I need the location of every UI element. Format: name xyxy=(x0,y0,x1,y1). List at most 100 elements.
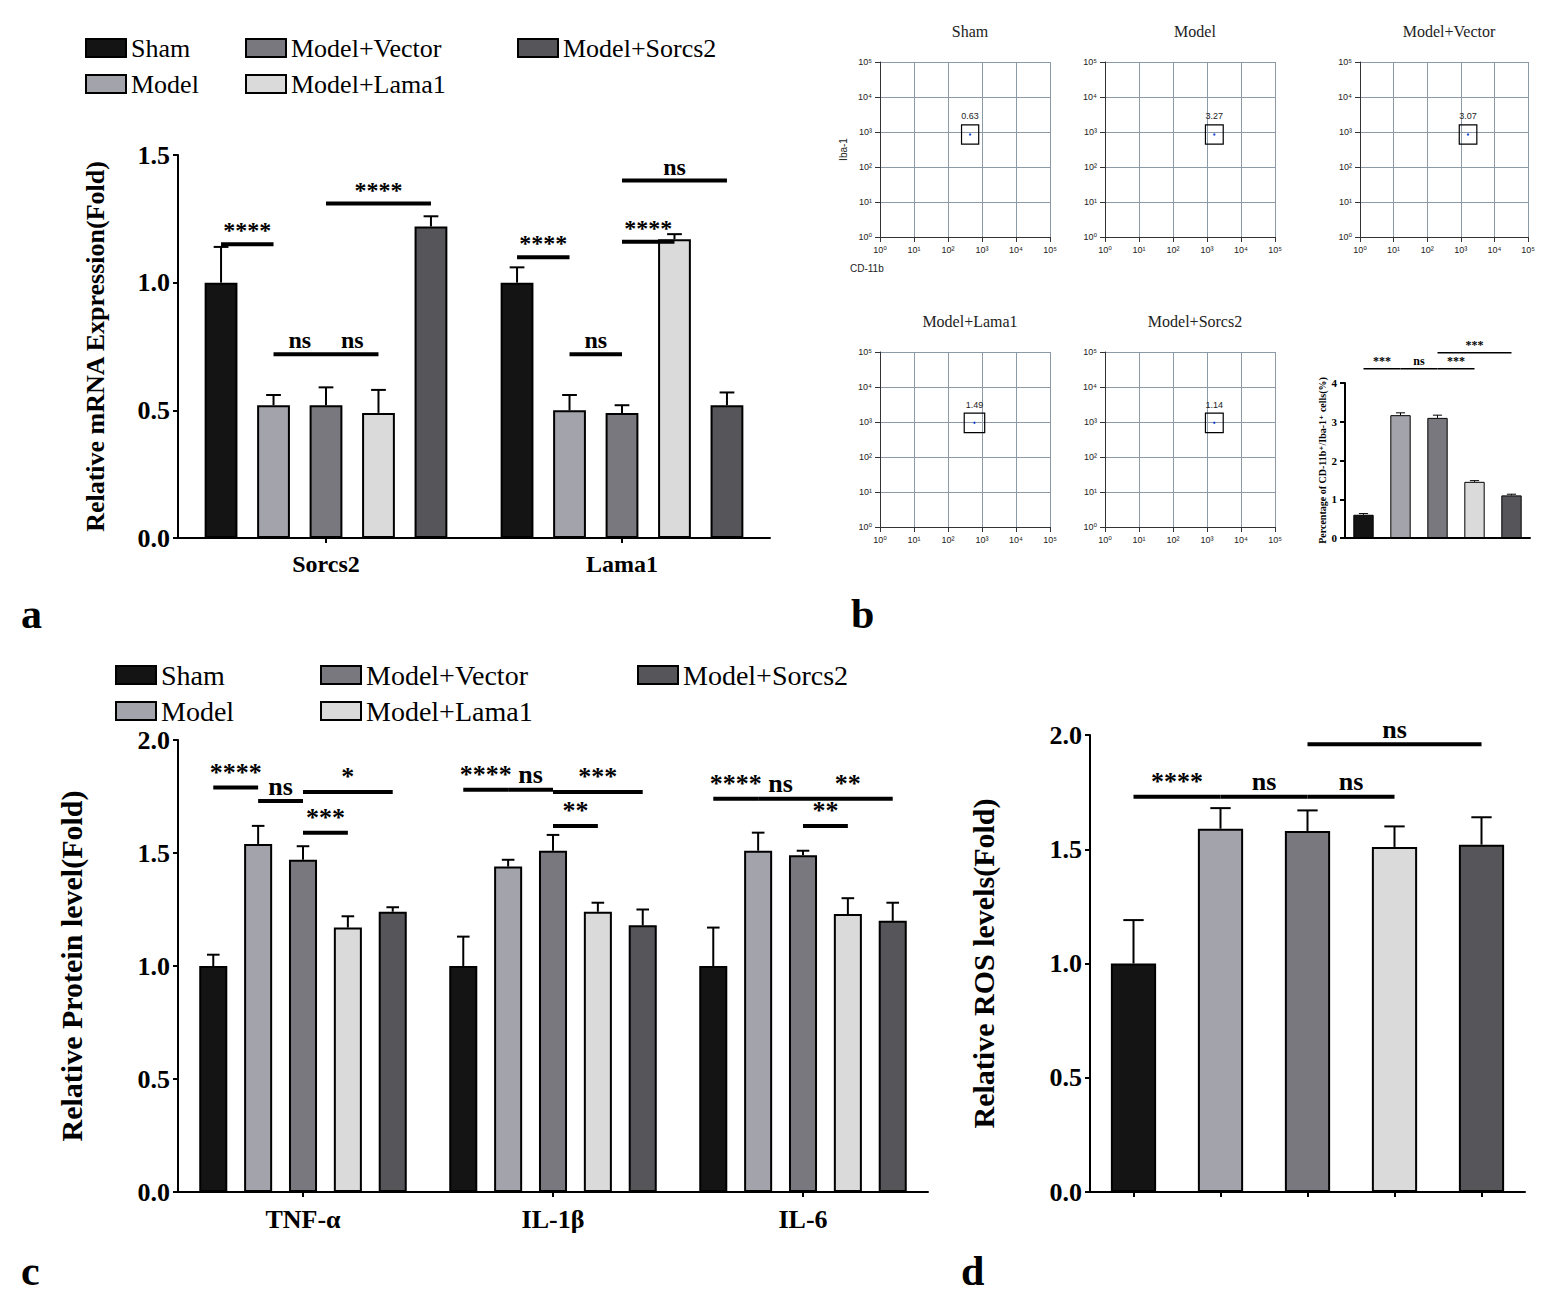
svg-text:***: *** xyxy=(1373,354,1391,368)
svg-text:10¹: 10¹ xyxy=(1387,245,1400,255)
svg-text:10³: 10³ xyxy=(975,245,988,255)
svg-text:1.5: 1.5 xyxy=(138,839,171,868)
svg-text:1.5: 1.5 xyxy=(138,141,171,170)
svg-text:3.07: 3.07 xyxy=(1459,111,1477,121)
svg-text:10³: 10³ xyxy=(859,127,872,137)
svg-text:ns: ns xyxy=(1339,767,1364,796)
svg-text:10¹: 10¹ xyxy=(859,197,872,207)
svg-text:ns: ns xyxy=(768,769,793,798)
svg-text:Model+Sorcs2: Model+Sorcs2 xyxy=(1148,313,1242,330)
svg-text:10³: 10³ xyxy=(859,417,872,427)
svg-text:10⁰: 10⁰ xyxy=(1338,232,1352,242)
svg-text:Sham: Sham xyxy=(952,23,989,40)
svg-text:***: *** xyxy=(1447,354,1465,368)
svg-text:c: c xyxy=(21,1248,40,1294)
svg-text:*: * xyxy=(341,762,354,791)
svg-text:IL-6: IL-6 xyxy=(778,1205,827,1234)
svg-text:0: 0 xyxy=(1332,532,1338,544)
svg-text:10¹: 10¹ xyxy=(1339,197,1352,207)
svg-text:****: **** xyxy=(519,230,567,256)
svg-text:0.0: 0.0 xyxy=(138,524,171,553)
svg-text:****: **** xyxy=(460,760,512,789)
svg-text:Model: Model xyxy=(161,696,234,727)
svg-text:1.5: 1.5 xyxy=(1050,835,1083,864)
svg-text:***: *** xyxy=(578,762,617,791)
svg-text:10⁵: 10⁵ xyxy=(1268,535,1282,545)
svg-text:****: **** xyxy=(1151,767,1203,796)
svg-text:10⁴: 10⁴ xyxy=(1083,382,1097,392)
svg-text:0.5: 0.5 xyxy=(138,396,171,425)
svg-text:Model+Lama1: Model+Lama1 xyxy=(291,70,446,99)
svg-text:2.0: 2.0 xyxy=(138,726,171,755)
svg-text:***: *** xyxy=(1466,338,1484,352)
svg-text:10¹: 10¹ xyxy=(859,487,872,497)
svg-text:ns: ns xyxy=(663,154,686,180)
svg-text:****: **** xyxy=(710,769,762,798)
svg-text:10⁵: 10⁵ xyxy=(1043,245,1057,255)
svg-text:1.0: 1.0 xyxy=(138,952,171,981)
svg-text:10²: 10² xyxy=(1084,452,1097,462)
svg-text:10⁵: 10⁵ xyxy=(1083,347,1097,357)
svg-text:3.27: 3.27 xyxy=(1206,111,1224,121)
svg-text:10²: 10² xyxy=(859,162,872,172)
svg-text:10³: 10³ xyxy=(1454,245,1467,255)
svg-text:10⁴: 10⁴ xyxy=(1234,245,1248,255)
svg-text:3: 3 xyxy=(1332,416,1338,428)
svg-text:****: **** xyxy=(624,215,672,241)
svg-text:Sorcs2: Sorcs2 xyxy=(292,551,360,577)
svg-text:ns: ns xyxy=(268,772,293,801)
svg-text:10⁵: 10⁵ xyxy=(1338,57,1352,67)
svg-text:1: 1 xyxy=(1332,493,1338,505)
svg-text:CD-11b: CD-11b xyxy=(850,263,884,274)
svg-text:10⁰: 10⁰ xyxy=(873,535,887,545)
svg-text:10³: 10³ xyxy=(1084,417,1097,427)
svg-text:1.0: 1.0 xyxy=(138,268,171,297)
svg-text:4: 4 xyxy=(1332,377,1338,389)
svg-text:10⁴: 10⁴ xyxy=(1009,245,1023,255)
svg-text:Model+Lama1: Model+Lama1 xyxy=(366,696,533,727)
svg-text:10⁵: 10⁵ xyxy=(858,347,872,357)
svg-text:10⁴: 10⁴ xyxy=(1009,535,1023,545)
svg-text:10³: 10³ xyxy=(1200,245,1213,255)
svg-text:****: **** xyxy=(354,177,402,203)
svg-text:10³: 10³ xyxy=(1200,535,1213,545)
svg-text:10⁵: 10⁵ xyxy=(1521,245,1535,255)
svg-text:10⁴: 10⁴ xyxy=(1234,535,1248,545)
svg-text:ns: ns xyxy=(1413,354,1425,368)
svg-text:10⁰: 10⁰ xyxy=(858,522,872,532)
svg-text:10³: 10³ xyxy=(975,535,988,545)
svg-text:Model+Sorcs2: Model+Sorcs2 xyxy=(563,34,716,63)
svg-text:10¹: 10¹ xyxy=(907,535,920,545)
svg-text:10⁰: 10⁰ xyxy=(1353,245,1367,255)
svg-text:10⁵: 10⁵ xyxy=(1043,535,1057,545)
svg-text:Sham: Sham xyxy=(131,34,190,63)
svg-text:***: *** xyxy=(306,803,345,832)
svg-text:0.5: 0.5 xyxy=(1050,1063,1083,1092)
svg-text:Model: Model xyxy=(1174,23,1216,40)
svg-text:b: b xyxy=(851,591,874,637)
svg-text:ns: ns xyxy=(1382,715,1407,744)
svg-text:10⁴: 10⁴ xyxy=(1487,245,1501,255)
svg-text:10³: 10³ xyxy=(1339,127,1352,137)
svg-text:1.0: 1.0 xyxy=(1050,949,1083,978)
svg-text:****: **** xyxy=(210,758,262,787)
svg-text:10⁰: 10⁰ xyxy=(858,232,872,242)
svg-text:10¹: 10¹ xyxy=(907,245,920,255)
svg-text:1.49: 1.49 xyxy=(966,400,984,410)
svg-text:Relative mRNA Expression(Fold): Relative mRNA Expression(Fold) xyxy=(81,161,110,532)
svg-text:d: d xyxy=(961,1248,984,1294)
svg-text:1.14: 1.14 xyxy=(1206,400,1224,410)
svg-text:10⁰: 10⁰ xyxy=(1098,245,1112,255)
svg-text:Relative ROS levels(Fold): Relative ROS levels(Fold) xyxy=(967,799,1001,1129)
svg-text:10⁴: 10⁴ xyxy=(858,382,872,392)
svg-text:10²: 10² xyxy=(1084,162,1097,172)
svg-text:10⁴: 10⁴ xyxy=(1083,92,1097,102)
svg-text:Percentage of CD-11b⁺/Iba-1⁺ c: Percentage of CD-11b⁺/Iba-1⁺ cells(%) xyxy=(1317,377,1329,544)
svg-text:10⁰: 10⁰ xyxy=(873,245,887,255)
svg-text:Relative Protein level(Fold): Relative Protein level(Fold) xyxy=(55,790,89,1141)
svg-text:10²: 10² xyxy=(1339,162,1352,172)
svg-text:Model: Model xyxy=(131,70,199,99)
svg-text:**: ** xyxy=(835,769,861,798)
svg-text:ns: ns xyxy=(288,327,311,353)
svg-text:10¹: 10¹ xyxy=(1084,487,1097,497)
